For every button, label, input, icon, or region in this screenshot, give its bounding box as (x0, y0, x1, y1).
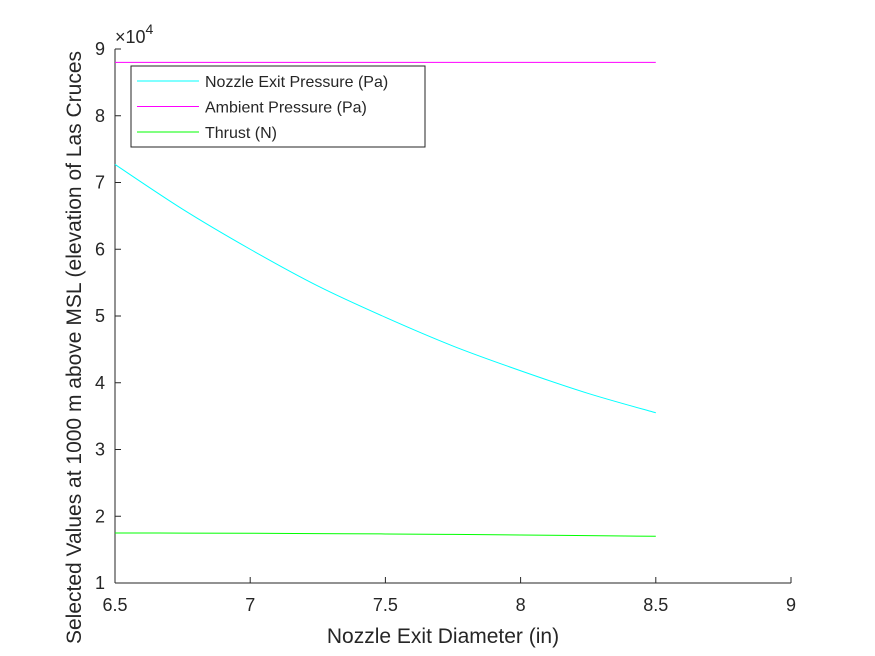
y-tick-label: 6 (95, 239, 105, 259)
legend-entry: Ambient Pressure (Pa) (205, 100, 367, 117)
x-tick-label: 9 (786, 595, 796, 615)
series-line-thrust-n (114, 532, 656, 537)
y-tick-label: 1 (95, 573, 105, 593)
y-scale-base: ×10 (115, 27, 146, 47)
x-tick-label: 8.5 (643, 595, 668, 615)
legend-entry: Thrust (N) (205, 125, 277, 142)
y-axis-label: Selected Values at 1000 m above MSL (ele… (63, 51, 86, 644)
y-scale-exponent: ×104 (115, 21, 154, 47)
y-tick-label: 2 (95, 506, 105, 526)
y-tick-label: 4 (95, 373, 105, 393)
x-tick-label: 7 (245, 595, 255, 615)
x-tick-label: 8 (516, 595, 526, 615)
y-scale-power: 4 (146, 21, 154, 37)
axes: 6.5 7 7.5 8 8.5 9 1 2 3 4 5 6 7 8 9 (95, 39, 796, 615)
y-tick-label: 9 (95, 39, 105, 59)
y-tick-label: 8 (95, 106, 105, 126)
x-axis-label: Nozzle Exit Diameter (in) (327, 625, 559, 648)
legend: Nozzle Exit Pressure (Pa) Ambient Pressur… (130, 65, 426, 148)
y-tick-label: 5 (95, 306, 105, 326)
legend-entry: Nozzle Exit Pressure (Pa) (205, 74, 388, 91)
x-tick-label: 7.5 (373, 595, 398, 615)
series-line-nozzle-exit-pressure-pa (114, 164, 656, 414)
y-tick-label: 7 (95, 173, 105, 193)
y-tick-label: 3 (95, 440, 105, 460)
x-tick-label: 6.5 (102, 595, 127, 615)
series-layer (114, 61, 656, 537)
